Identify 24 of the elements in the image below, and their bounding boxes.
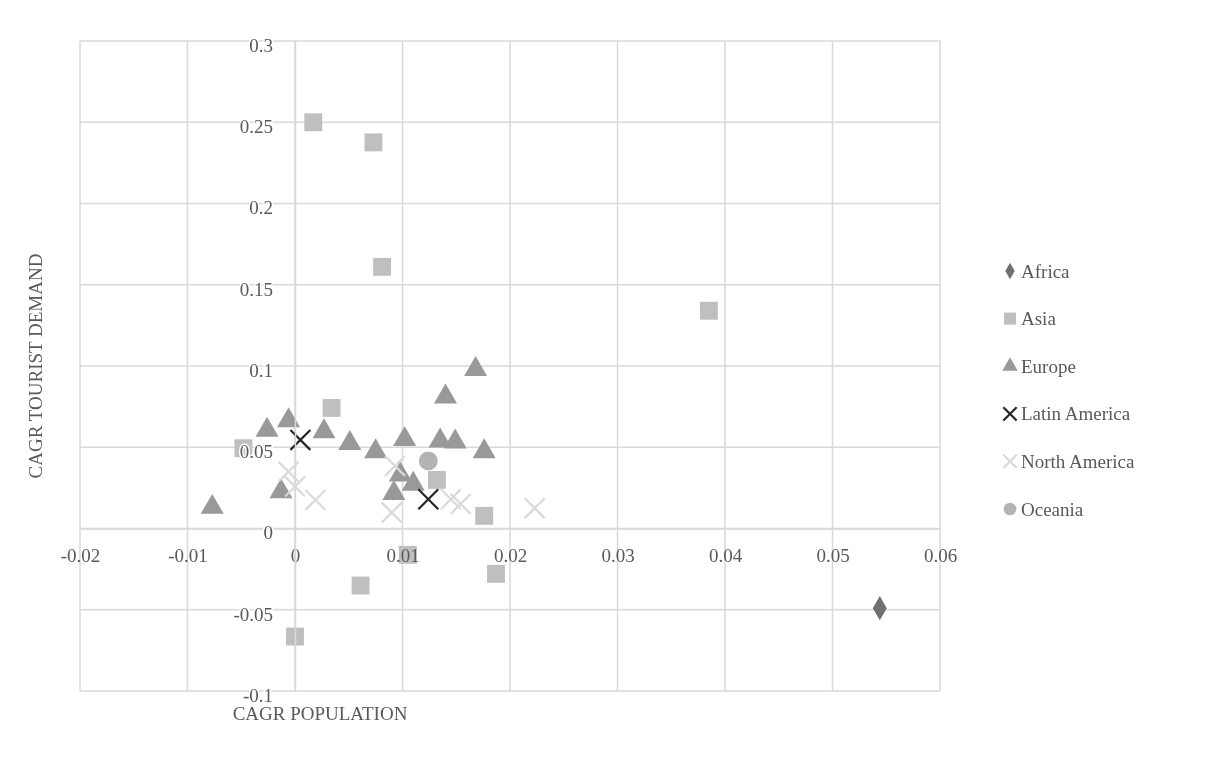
- legend-label: North America: [1021, 451, 1135, 473]
- legend-label: Latin America: [1021, 403, 1131, 425]
- legend-label: Africa: [1021, 260, 1071, 282]
- y-axis-title: CAGR TOURIST DEMAND: [25, 253, 46, 479]
- y-tick-label: -0.05: [233, 603, 273, 625]
- legend-label: Europe: [1021, 355, 1076, 377]
- x-tick-label: 0.04: [708, 544, 743, 566]
- y-tick-label: 0.15: [239, 278, 273, 300]
- x-tick-label: -0.01: [168, 544, 208, 566]
- y-tick-label: 0.3: [249, 34, 273, 56]
- y-tick-label: -0.1: [242, 684, 273, 706]
- x-tick-label: -0.02: [60, 544, 101, 566]
- y-tick-label: 0.2: [249, 197, 273, 219]
- x-axis-title: CAGR POPULATION: [232, 703, 408, 724]
- legend-label: Asia: [1021, 308, 1057, 330]
- y-tick-label: 0.1: [249, 359, 273, 381]
- legend-label: Oceania: [1021, 498, 1084, 520]
- y-tick-label: 0.25: [239, 116, 273, 138]
- x-tick-label: 0.03: [601, 544, 635, 566]
- y-tick-label: 0: [263, 522, 273, 544]
- x-tick-label: 0.06: [923, 544, 958, 566]
- x-tick-label: 0.02: [493, 544, 528, 566]
- y-tick-label: 0.05: [239, 441, 273, 463]
- x-tick-label: 0.05: [816, 544, 850, 566]
